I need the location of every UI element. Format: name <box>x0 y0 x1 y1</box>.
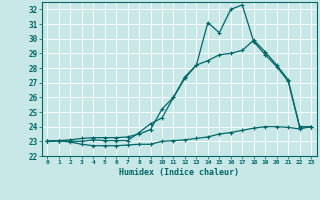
X-axis label: Humidex (Indice chaleur): Humidex (Indice chaleur) <box>119 168 239 177</box>
